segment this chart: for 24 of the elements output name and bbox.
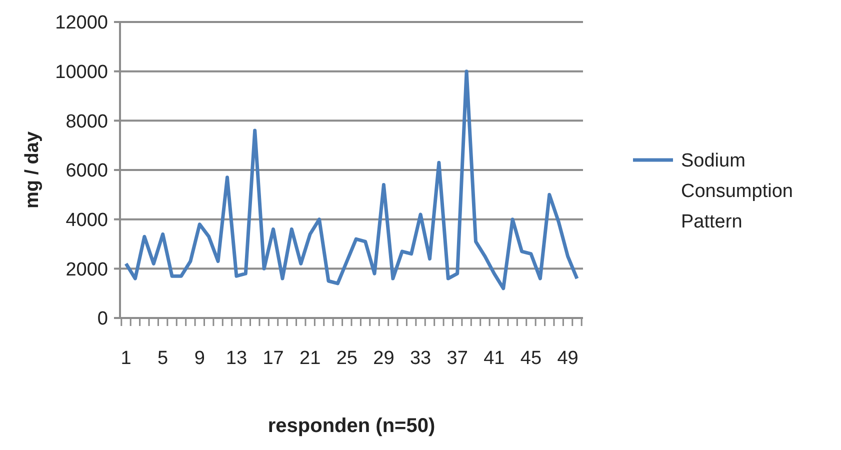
line-series [124, 70, 579, 290]
legend-label: Sodium Consumption Pattern [681, 150, 793, 232]
x-tick-label: 25 [336, 348, 358, 369]
y-tick-label: 8000 [66, 111, 108, 132]
x-tick-label: 49 [557, 348, 578, 369]
x-tick-label: 1 [120, 348, 132, 369]
y-tick-label: 2000 [66, 259, 108, 280]
y-tick-label: 12000 [55, 12, 108, 34]
y-tick-label: 4000 [66, 210, 108, 231]
y-axis-title: mg / day [22, 131, 43, 209]
y-tick-label: 0 [97, 308, 108, 330]
x-tick-label: 37 [446, 348, 468, 369]
x-axis-title: responden (n=50) [268, 415, 436, 437]
y-tick-label: 6000 [66, 160, 108, 182]
x-tick-label: 9 [194, 348, 205, 369]
x-tick-label: 17 [262, 348, 284, 369]
x-tick-label: 41 [484, 348, 505, 369]
x-tick-label: 33 [410, 348, 432, 369]
x-tick-label: 13 [226, 348, 248, 369]
x-tick-label: 29 [373, 348, 394, 369]
y-tick-label: 10000 [55, 62, 108, 83]
x-tick-label: 5 [158, 348, 168, 369]
x-tick-label: 21 [300, 348, 321, 369]
x-tick-label: 45 [520, 348, 542, 369]
